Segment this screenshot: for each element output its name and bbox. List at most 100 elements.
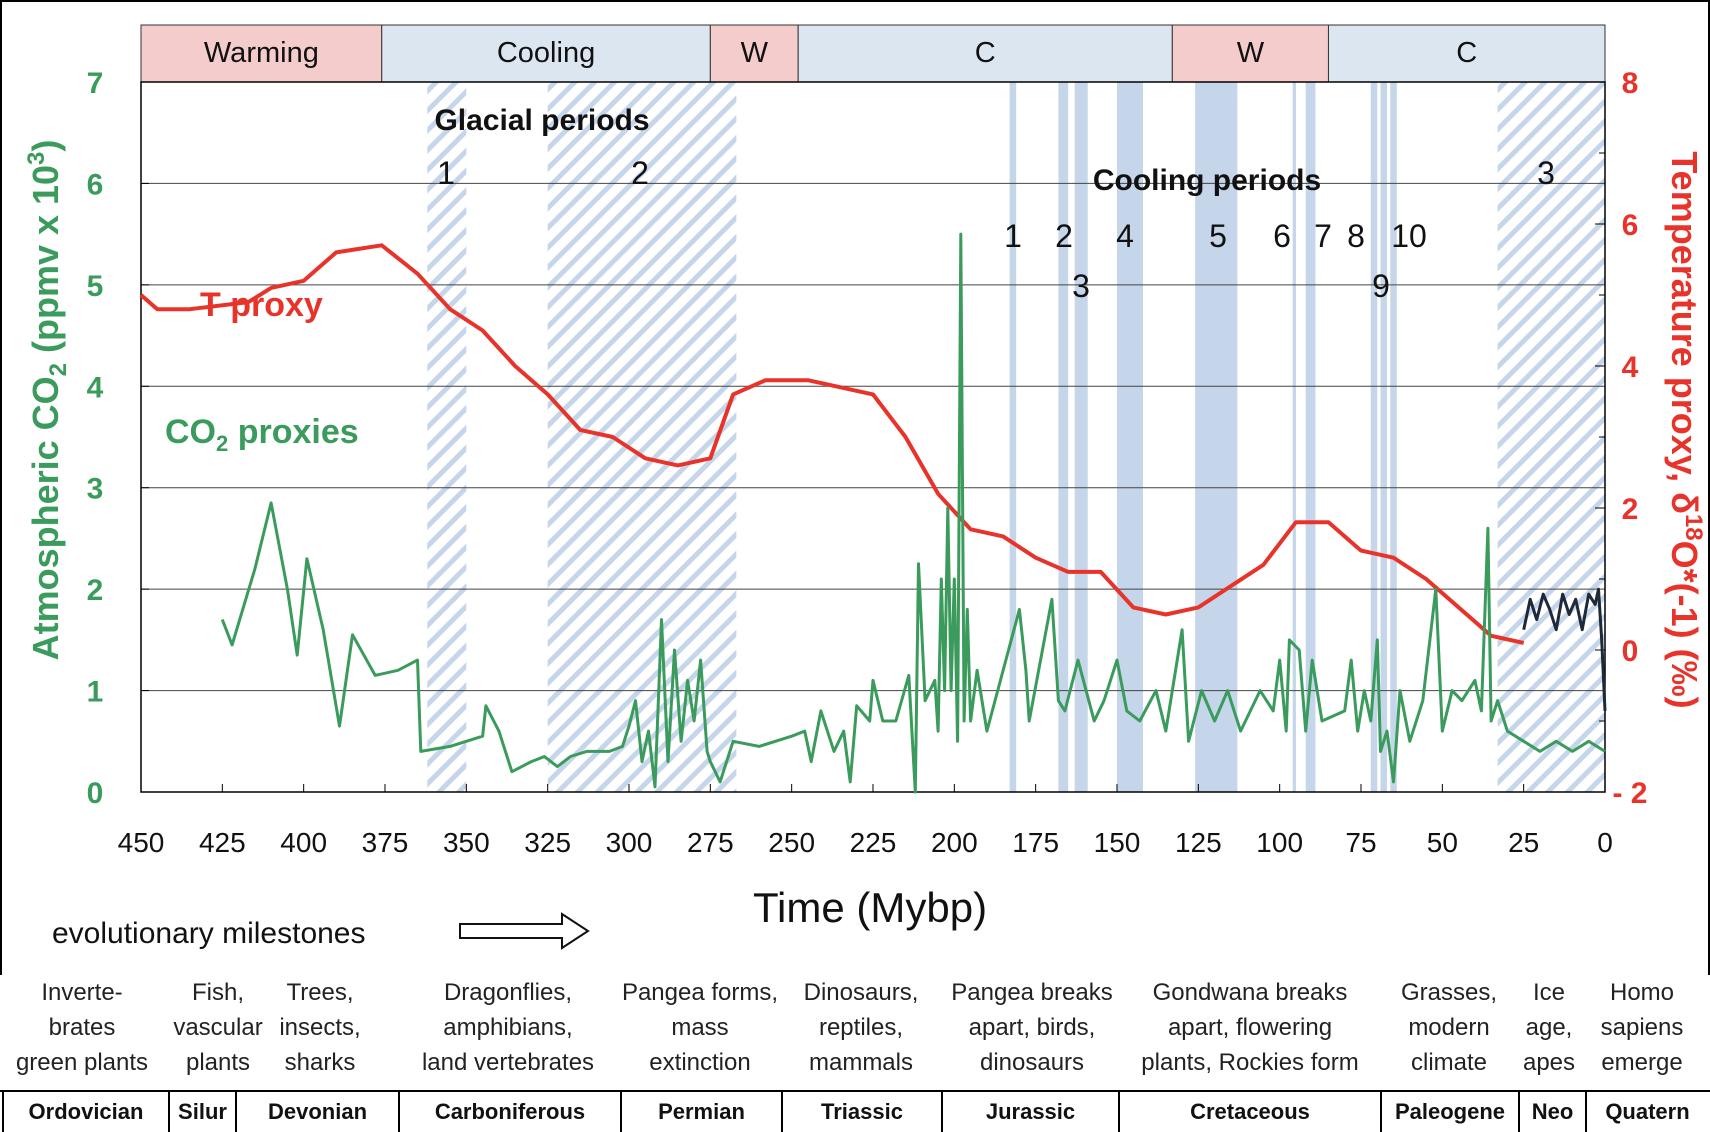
y-left-tick-label: 2 <box>87 574 104 607</box>
milestone-text: Inverte- brates green plants <box>15 979 149 1076</box>
period-cell: Permian <box>620 1092 781 1132</box>
period-cell: Devonian <box>235 1092 398 1132</box>
cooling-band-9 <box>1380 82 1388 792</box>
y-left-tick-label: 6 <box>87 168 104 201</box>
glacial-label: 1 <box>437 155 455 191</box>
x-tick-label: 375 <box>362 827 409 858</box>
y-right-tick-label: 2 <box>1622 493 1639 526</box>
phase-warm-4 <box>1171 24 1329 83</box>
cooling-label: 3 <box>1072 268 1090 304</box>
cooling-label: 6 <box>1273 218 1291 254</box>
y-right-tick-label: 6 <box>1622 209 1639 242</box>
co2-proxies-label: CO2 proxies <box>165 413 359 456</box>
milestone-text: Dinosaurs, reptiles, mammals <box>803 979 919 1076</box>
cooling-label: 10 <box>1391 218 1427 254</box>
milestone-text: Dragonflies, amphibians, land vertebrate… <box>421 979 595 1076</box>
cooling-band-6 <box>1292 82 1296 792</box>
glacial-periods-title: Glacial periods <box>434 104 649 137</box>
x-tick-label: 50 <box>1427 827 1458 858</box>
glacial-band-1 <box>427 82 467 792</box>
milestone-text: Homo sapiens emerge <box>1600 979 1684 1076</box>
outer-frame <box>0 0 1710 975</box>
y-left-tick-label: 4 <box>87 371 104 404</box>
phase-cool-1 <box>381 24 711 83</box>
phase-label: W <box>741 37 769 69</box>
cooling-band-3 <box>1074 82 1088 792</box>
cooling-label: 8 <box>1347 218 1365 254</box>
x-tick-label: 325 <box>524 827 571 858</box>
cooling-band-8 <box>1370 82 1378 792</box>
y-left-tick-label: 0 <box>87 777 104 810</box>
period-cell: Cretaceous <box>1118 1092 1380 1132</box>
x-axis-title: Time (Mybp) <box>753 884 987 931</box>
milestone-text: Fish, vascular plants <box>173 979 263 1076</box>
x-tick-label: 300 <box>606 827 653 858</box>
x-tick-label: 350 <box>443 827 490 858</box>
series-line-1 <box>220 232 1606 794</box>
x-tick-label: 100 <box>1256 827 1303 858</box>
period-cell: Ordovician <box>2 1092 168 1132</box>
period-cell: Triassic <box>781 1092 941 1132</box>
glacial-band-2 <box>547 82 737 792</box>
evolutionary-milestones: Inverte- brates green plants Fish, vascul… <box>0 975 1710 1085</box>
y-left-tick-label: 5 <box>87 270 104 303</box>
y-right-axis-title: Temperature proxy, δ18O*(-1) (‰) <box>1664 151 1707 708</box>
y-left-tick-label: 1 <box>87 676 104 709</box>
phase-label: C <box>975 37 996 69</box>
cooling-band-1 <box>1009 82 1017 792</box>
milestone-text: Pangea forms, mass extinction <box>621 979 779 1076</box>
y-right-tick-label: 4 <box>1622 351 1639 384</box>
milestone-text: Pangea breaks apart, birds, dinosaurs <box>951 979 1113 1076</box>
cooling-label: 4 <box>1116 218 1134 254</box>
t-proxy-label: T proxy <box>200 286 323 324</box>
cooling-periods-title: Cooling periods <box>1093 164 1321 197</box>
cooling-label: 9 <box>1372 268 1390 304</box>
cooling-band-5 <box>1195 82 1238 792</box>
x-tick-label: 175 <box>1012 827 1059 858</box>
glacial-label: 2 <box>631 155 649 191</box>
milestones-label: evolutionary milestones <box>52 917 366 950</box>
x-tick-label: 75 <box>1345 827 1376 858</box>
y-left-axis-title: Atmospheric CO2 (ppmv x 103) <box>23 140 72 661</box>
milestone-text: Ice age, apes <box>1522 979 1576 1076</box>
y-left-tick-label: 3 <box>87 473 104 506</box>
cooling-band-4 <box>1117 82 1144 792</box>
x-tick-label: 25 <box>1508 827 1539 858</box>
y-right-tick-label: - 2 <box>1612 777 1647 810</box>
y-right-tick-label: 8 <box>1622 67 1639 100</box>
x-tick-label: 200 <box>931 827 978 858</box>
x-tick-label: 400 <box>280 827 327 858</box>
x-tick-label: 450 <box>118 827 165 858</box>
series-line-0 <box>139 243 1525 645</box>
x-tick-label: 150 <box>1094 827 1141 858</box>
cooling-band-2 <box>1058 82 1069 792</box>
x-tick-label: 250 <box>768 827 815 858</box>
cooling-band-10 <box>1390 82 1397 792</box>
glacial-label: 3 <box>1537 155 1555 191</box>
phase-warm-2 <box>709 24 799 83</box>
cooling-label: 7 <box>1314 218 1332 254</box>
cooling-label: 1 <box>1004 218 1022 254</box>
period-cell: Quatern <box>1585 1092 1708 1132</box>
x-tick-label: 425 <box>199 827 246 858</box>
period-cell: Carboniferous <box>398 1092 620 1132</box>
cooling-label: 5 <box>1209 218 1227 254</box>
milestone-text: Gondwana breaks apart, flowering plants,… <box>1141 979 1359 1076</box>
arrow-right-icon <box>459 912 590 950</box>
cooling-label: 2 <box>1055 218 1073 254</box>
period-cell: Paleogene <box>1380 1092 1518 1132</box>
y-left-tick-label: 7 <box>87 67 104 100</box>
phase-label: W <box>1237 37 1265 69</box>
phase-label: Warming <box>204 37 319 69</box>
phase-cool-3 <box>797 24 1173 83</box>
period-cell: Jurassic <box>941 1092 1118 1132</box>
geologic-periods-row: Ordovician Silur Devonian Carboniferous Perm… <box>0 1090 1710 1132</box>
period-cell: Neo <box>1518 1092 1585 1132</box>
milestone-text: Trees, insects, sharks <box>279 979 361 1076</box>
phase-label: Cooling <box>497 37 595 69</box>
glacial-band-3 <box>1497 82 1605 792</box>
x-tick-label: 225 <box>850 827 897 858</box>
cooling-band-7 <box>1305 82 1316 792</box>
y-right-tick-label: 0 <box>1622 635 1639 668</box>
